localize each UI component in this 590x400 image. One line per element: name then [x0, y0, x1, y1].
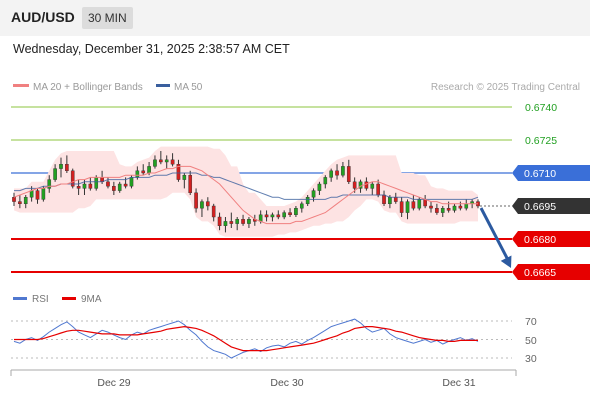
rsi-tick-30: 30 — [525, 353, 537, 365]
resistance-label-1: 0.6740 — [525, 102, 557, 114]
candle — [76, 179, 81, 195]
candle — [70, 168, 75, 189]
candle — [141, 164, 146, 176]
candle — [235, 217, 240, 231]
candle — [346, 159, 351, 184]
candle — [159, 151, 163, 165]
candle — [341, 162, 345, 178]
candle — [188, 170, 193, 195]
candle — [229, 212, 234, 228]
candle — [211, 203, 216, 222]
candle — [65, 155, 69, 173]
x-tick-dec31: Dec 31 — [442, 377, 475, 389]
legend-rsi-label: RSI — [32, 294, 49, 305]
candle — [435, 203, 439, 215]
candle — [194, 188, 198, 213]
candle — [282, 210, 286, 220]
candle — [411, 195, 416, 211]
candle — [241, 214, 245, 226]
candle — [399, 197, 404, 217]
candle — [329, 168, 333, 182]
candle — [452, 203, 457, 213]
legend-9ma-label: 9MA — [81, 294, 102, 305]
candle — [323, 175, 328, 189]
rsi-tick-50: 50 — [525, 335, 537, 347]
candle — [270, 212, 275, 222]
x-tick-dec30: Dec 30 — [270, 377, 303, 389]
candle — [288, 208, 292, 217]
candle — [59, 157, 63, 178]
candle — [88, 177, 93, 191]
legend-ma20-label: MA 20 + Bollinger Bands — [33, 82, 143, 93]
candle — [247, 217, 251, 228]
candle — [294, 206, 298, 217]
legend-9ma-swatch — [62, 297, 76, 300]
resistance-label-2: 0.6725 — [525, 135, 557, 147]
candle — [170, 153, 175, 167]
svg-text:0.6710: 0.6710 — [524, 168, 556, 180]
candle — [53, 164, 57, 182]
current-price-label: 0.6695 — [512, 198, 590, 214]
svg-text:0.6740: 0.6740 — [525, 102, 557, 114]
legend-rsi-swatch — [13, 297, 27, 300]
candle — [264, 210, 269, 222]
candle — [176, 159, 181, 182]
svg-text:0.6725: 0.6725 — [525, 135, 557, 147]
candle — [370, 181, 375, 195]
candle — [223, 217, 228, 233]
candle — [429, 201, 433, 213]
svg-text:0.6680: 0.6680 — [524, 234, 556, 246]
datetime-label: Wednesday, December 31, 2025 2:38:57 AM … — [13, 42, 290, 56]
candle — [117, 181, 122, 193]
rsi-ma-line — [14, 325, 478, 352]
support-label-2: 0.6665 — [512, 264, 590, 280]
candle — [164, 155, 169, 169]
ma20-line — [13, 165, 478, 225]
legend-ma20-swatch — [13, 84, 29, 87]
svg-text:0.6665: 0.6665 — [524, 267, 556, 279]
candle — [276, 210, 281, 220]
svg-text:0.6695: 0.6695 — [524, 201, 556, 213]
candle — [440, 206, 445, 217]
candle — [405, 199, 410, 220]
candle — [153, 155, 157, 169]
candle — [458, 201, 463, 211]
support-label-1: 0.6680 — [512, 231, 590, 247]
rsi-line — [13, 318, 479, 359]
legend-ma50-label: MA 50 — [174, 82, 203, 93]
timeframe-button[interactable]: 30 MIN — [82, 7, 133, 29]
candle — [317, 181, 322, 195]
candle — [200, 199, 204, 217]
candle — [112, 181, 116, 195]
candle — [182, 173, 187, 189]
candle — [18, 195, 22, 209]
candle — [305, 195, 310, 206]
candle — [299, 201, 304, 213]
candle — [335, 164, 339, 180]
chart-header: AUD/USD 30 MIN — [0, 0, 590, 36]
symbol-title: AUD/USD — [11, 9, 75, 25]
candle — [23, 195, 28, 209]
projection-arrow — [479, 207, 512, 268]
credit-label: Research © 2025 Trading Central — [431, 82, 580, 93]
legend-ma50-swatch — [156, 84, 170, 87]
x-tick-dec29: Dec 29 — [97, 377, 130, 389]
candle — [217, 212, 222, 231]
pivot-label: 0.6710 — [512, 165, 590, 181]
ma50-line — [14, 172, 479, 200]
candle — [47, 175, 52, 193]
candle — [35, 188, 40, 204]
rsi-tick-70: 70 — [525, 316, 537, 328]
candle — [206, 197, 210, 211]
bollinger-band — [14, 146, 478, 237]
